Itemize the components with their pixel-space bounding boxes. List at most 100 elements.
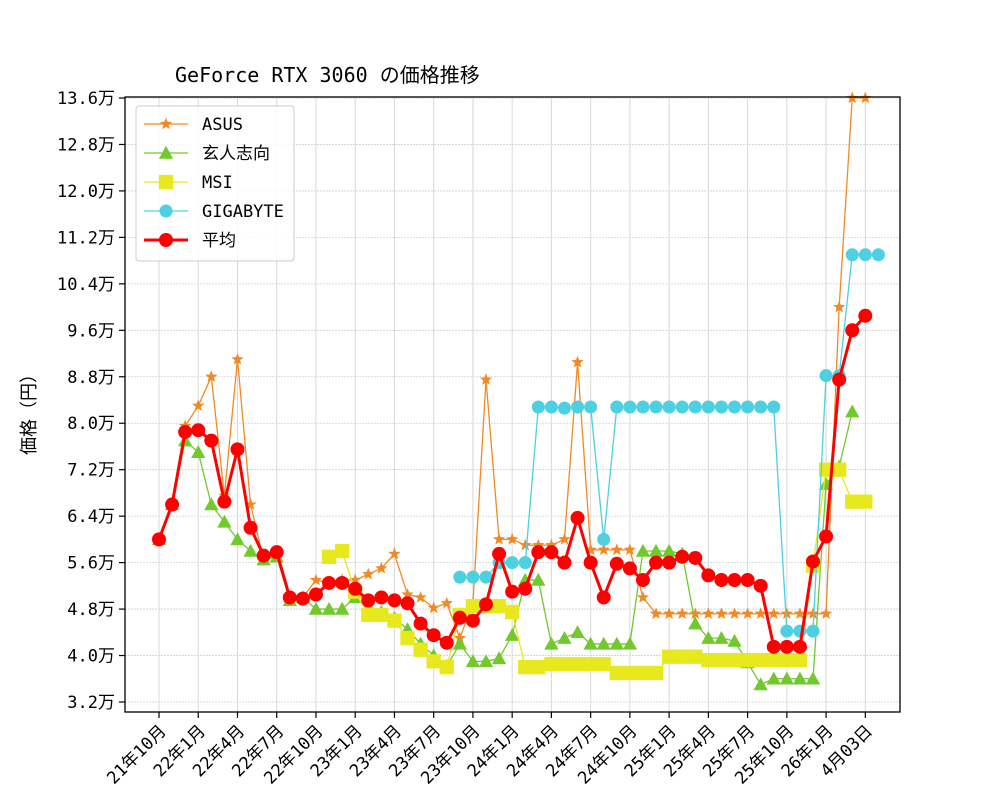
- circle-marker-icon: [635, 573, 650, 588]
- triangle-marker-icon: [845, 404, 860, 418]
- triangle-marker-icon: [243, 543, 258, 557]
- star-marker-icon: [728, 607, 741, 619]
- circle-marker-icon: [819, 529, 834, 544]
- circle-marker-icon: [413, 616, 428, 631]
- series-line: [158, 411, 853, 686]
- triangle-marker-icon: [478, 654, 494, 668]
- y-tick-label: 4.0万: [67, 647, 115, 667]
- square-marker-icon: [727, 653, 742, 668]
- square-marker-icon: [622, 665, 638, 681]
- triangle-marker-icon: [465, 654, 481, 668]
- square-marker-icon: [740, 653, 755, 668]
- triangle-marker-icon: [688, 616, 703, 630]
- star-marker-icon: [793, 607, 807, 619]
- star-marker-icon: [375, 561, 388, 574]
- star-marker-icon: [741, 607, 754, 619]
- triangle-marker-icon: [570, 625, 585, 639]
- y-tick-label: 12.8万: [57, 135, 115, 155]
- chart-title: GeForce RTX 3060 の価格推移: [175, 63, 480, 87]
- star-marker-icon: [401, 588, 414, 600]
- circle-marker-icon: [792, 639, 807, 654]
- circle-marker-icon: [256, 548, 271, 563]
- star-marker-icon: [636, 590, 650, 603]
- star-marker-icon: [231, 352, 244, 365]
- circle-marker-icon: [754, 400, 768, 414]
- triangle-marker-icon: [217, 514, 232, 528]
- square-marker-icon: [158, 174, 174, 190]
- square-marker-icon: [648, 665, 664, 681]
- y-tick-label: 8.8万: [67, 368, 115, 388]
- series-平均: [152, 308, 873, 654]
- star-marker-icon: [610, 543, 623, 556]
- circle-marker-icon: [845, 248, 859, 262]
- star-marker-icon: [349, 573, 362, 586]
- triangle-marker-icon: [648, 543, 664, 557]
- square-marker-icon: [596, 657, 611, 672]
- triangle-marker-icon: [158, 145, 174, 159]
- circle-marker-icon: [452, 610, 467, 625]
- circle-marker-icon: [701, 568, 716, 583]
- circle-marker-icon: [439, 635, 454, 650]
- circle-marker-icon: [662, 400, 676, 414]
- series-玄人志向: [151, 404, 860, 691]
- legend-label: 平均: [202, 231, 236, 251]
- star-marker-icon: [440, 596, 453, 609]
- star-marker-icon: [597, 543, 610, 556]
- square-marker-icon: [531, 660, 546, 675]
- triangle-marker-icon: [334, 601, 350, 615]
- triangle-marker-icon: [661, 543, 677, 557]
- star-marker-icon: [754, 607, 767, 619]
- square-marker-icon: [753, 653, 768, 668]
- circle-marker-icon: [806, 624, 820, 638]
- legend-label: ASUS: [202, 115, 243, 135]
- circle-marker-icon: [779, 639, 794, 654]
- triangle-marker-icon: [583, 636, 598, 650]
- x-axis: 21年10月22年1月22年4月22年7月22年10月23年1月23年4月23年…: [103, 712, 877, 789]
- circle-marker-icon: [622, 561, 637, 576]
- star-marker-icon: [505, 532, 519, 545]
- series-MSI: [321, 462, 873, 681]
- circle-marker-icon: [610, 400, 624, 414]
- circle-marker-icon: [597, 532, 611, 546]
- star-marker-icon: [205, 370, 218, 383]
- star-marker-icon: [571, 355, 584, 368]
- square-marker-icon: [491, 599, 507, 614]
- square-marker-icon: [766, 653, 781, 668]
- square-marker-icon: [334, 543, 350, 559]
- triangle-marker-icon: [753, 677, 768, 691]
- star-marker-icon: [806, 607, 820, 619]
- square-marker-icon: [400, 630, 415, 646]
- y-tick-label: 5.6万: [67, 554, 115, 574]
- circle-marker-icon: [518, 581, 533, 596]
- star-marker-icon: [519, 538, 532, 551]
- circle-marker-icon: [544, 400, 558, 414]
- legend-item: GIGABYTE: [144, 202, 284, 222]
- square-marker-icon: [701, 653, 716, 668]
- y-tick-label: 8.0万: [67, 414, 115, 434]
- circle-marker-icon: [767, 400, 781, 414]
- triangle-marker-icon: [727, 633, 742, 647]
- y-tick-label: 13.6万: [57, 89, 115, 109]
- circle-marker-icon: [701, 400, 715, 414]
- star-marker-icon: [819, 607, 833, 619]
- star-marker-icon: [767, 607, 780, 619]
- y-axis-label: 価格（円）: [19, 365, 40, 455]
- triangle-marker-icon: [544, 636, 559, 650]
- legend-label: MSI: [202, 173, 233, 193]
- triangle-marker-icon: [230, 532, 245, 546]
- circle-marker-icon: [845, 323, 860, 338]
- circle-marker-icon: [152, 532, 166, 547]
- circle-marker-icon: [465, 613, 480, 628]
- triangle-marker-icon: [308, 601, 324, 615]
- circle-marker-icon: [557, 555, 572, 570]
- star-marker-icon: [309, 573, 323, 586]
- square-marker-icon: [779, 653, 794, 668]
- circle-marker-icon: [714, 400, 728, 414]
- square-marker-icon: [374, 607, 389, 623]
- triangle-marker-icon: [635, 543, 651, 557]
- circle-marker-icon: [819, 369, 833, 383]
- triangle-marker-icon: [714, 630, 729, 644]
- legend-item: ASUS: [144, 115, 243, 135]
- circle-marker-icon: [159, 233, 173, 247]
